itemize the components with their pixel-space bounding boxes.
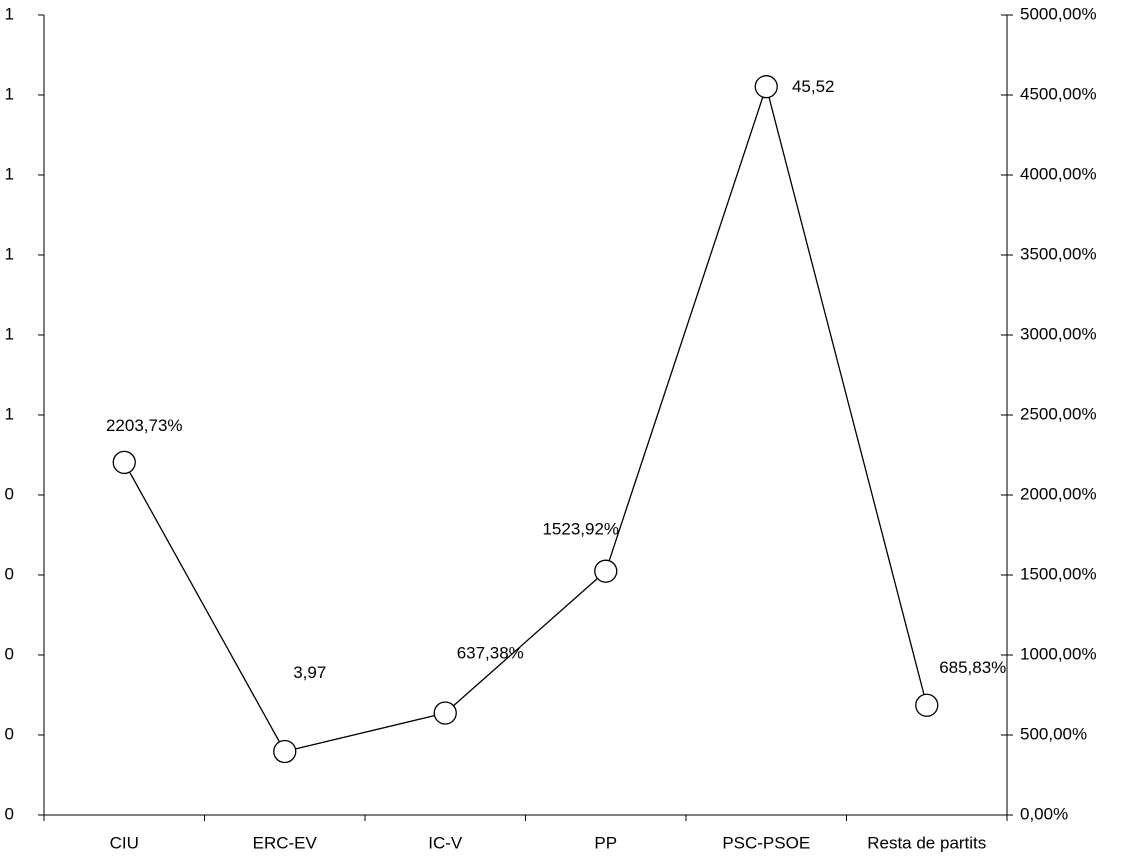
y2-tick-label: 0,00%	[1020, 804, 1068, 823]
y-tick-label: 0	[5, 484, 14, 503]
y2-tick-label: 2000,00%	[1020, 484, 1097, 503]
x-tick-label: IC-V	[428, 833, 463, 852]
x-tick-label: PSC-PSOE	[722, 833, 810, 852]
y-tick-label: 1	[5, 404, 14, 423]
marker	[754, 75, 778, 99]
marker	[273, 739, 297, 764]
marker	[915, 693, 939, 717]
data-label: 3,97	[293, 663, 326, 682]
y-tick-label: 0	[5, 724, 14, 743]
y-tick-label: 0	[5, 564, 14, 583]
y-tick-label: 0	[5, 644, 14, 663]
data-label: 1523,92%	[542, 520, 619, 539]
marker	[433, 701, 457, 725]
y2-tick-label: 1500,00%	[1020, 564, 1097, 583]
y2-tick-label: 3500,00%	[1020, 244, 1097, 263]
y2-tick-label: 500,00%	[1020, 724, 1087, 743]
marker	[112, 450, 136, 475]
y2-tick-label: 3000,00%	[1020, 324, 1097, 343]
data-label: 637,38%	[457, 644, 524, 663]
x-tick-label: Resta de partits	[867, 833, 986, 852]
y2-tick-label: 4500,00%	[1020, 84, 1097, 103]
y-tick-label: 1	[5, 244, 14, 263]
x-tick-label: ERC-EV	[253, 833, 318, 852]
data-label: 2203,73%	[106, 416, 183, 435]
y-tick-label: 0	[5, 804, 14, 823]
y-tick-label: 1	[5, 324, 14, 343]
x-tick-label: CIU	[110, 833, 139, 852]
data-label: 685,83%	[939, 658, 1006, 677]
line	[123, 84, 928, 753]
y2-tick-label: 2500,00%	[1020, 404, 1097, 423]
x-tick-label: PP	[594, 833, 617, 852]
y-tick-label: 1	[5, 84, 14, 103]
data-label: 45,52	[792, 77, 835, 96]
y2-tick-label: 1000,00%	[1020, 644, 1097, 663]
y2-tick-label: 4000,00%	[1020, 164, 1097, 183]
y-tick-label: 1	[5, 164, 14, 183]
y2-tick-label: 5000,00%	[1020, 4, 1097, 23]
marker	[594, 559, 618, 583]
y-tick-label: 1	[5, 4, 14, 23]
